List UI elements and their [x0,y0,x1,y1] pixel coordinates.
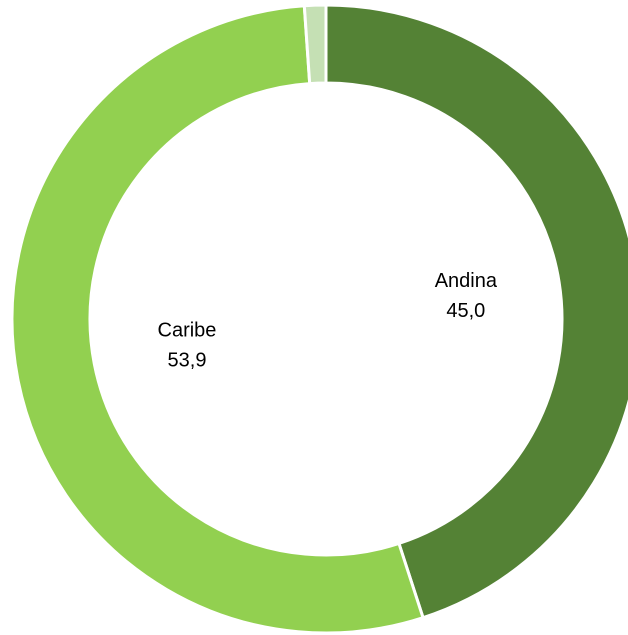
slice-value: 53,9 [168,349,207,371]
donut-slice [10,4,425,635]
donut-slice [324,3,628,620]
slice-label: Caribe [158,319,217,341]
donut-slice [302,3,328,86]
slice-label: Andina [435,270,498,292]
slice-value: 45,0 [446,300,485,322]
